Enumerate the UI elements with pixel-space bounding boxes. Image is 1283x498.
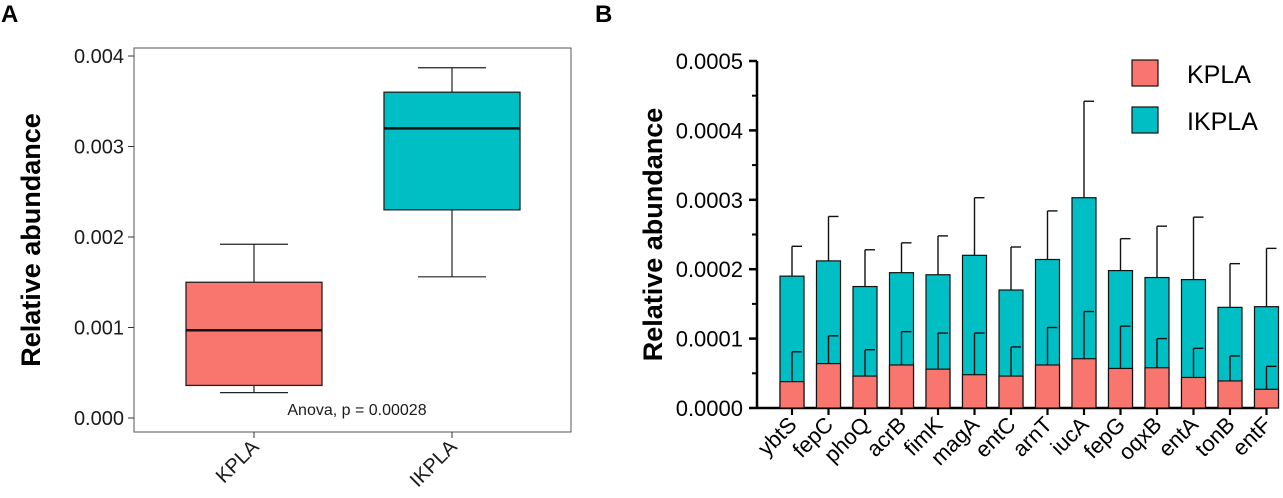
x-tick-label: tonB <box>1190 412 1240 462</box>
y-tick-label: 0.002 <box>74 227 124 249</box>
bar-kpla <box>1180 376 1207 409</box>
bar-group-fepG <box>1107 237 1134 409</box>
bar-group-oqxB <box>1144 225 1170 409</box>
y-tick-label: 0.001 <box>74 318 124 340</box>
y-axis-label: Relative abundance <box>638 108 668 362</box>
bar-group-magA <box>961 197 988 409</box>
y-tick-label: 0.0003 <box>676 188 743 213</box>
y-tick-label: 0.004 <box>74 46 124 68</box>
bar-kpla <box>852 375 878 409</box>
bar-kpla <box>998 375 1024 409</box>
x-tick-label: entF <box>1227 412 1276 461</box>
panel-b-stacked-bar-chart: 0.0000 0.0001 0.0002 0.0003 0.0004 0.0005 Rela… <box>638 49 1280 470</box>
box-ikpla <box>383 67 521 278</box>
bar-kpla <box>815 362 842 409</box>
bar-group-iucA <box>1071 100 1097 409</box>
bar-group-entF <box>1253 247 1280 409</box>
y-tick-label: 0.0002 <box>676 257 743 282</box>
panel-b-letter: B <box>595 1 612 28</box>
bar-kpla <box>1144 367 1170 409</box>
bar-kpla <box>1034 364 1061 409</box>
panel-a-letter: A <box>1 1 18 28</box>
bar-group-ybtS <box>779 245 805 409</box>
bar-kpla <box>925 368 951 409</box>
y-axis-label: Relative abundance <box>16 113 46 367</box>
legend-swatch-kpla <box>1131 59 1159 87</box>
bar-group-tonB <box>1217 262 1243 409</box>
x-tick-label: arnT <box>1007 412 1057 462</box>
y-tick-label: 0.0001 <box>676 327 743 352</box>
bar-group-fimK <box>925 235 951 409</box>
bar-group-entA <box>1180 216 1207 409</box>
box-kpla <box>185 243 323 394</box>
anova-annotation: Anova, p = 0.00028 <box>287 402 426 419</box>
bar-kpla <box>961 374 988 409</box>
bar-kpla <box>1107 367 1134 409</box>
box-iqr <box>185 281 323 387</box>
box-iqr <box>383 91 521 211</box>
x-tick-label: ybtS <box>753 412 802 461</box>
y-tick-label: 0.000 <box>74 408 124 430</box>
panel-a-boxplot: 0.000 0.001 0.002 0.003 0.004 Relative abunda… <box>16 46 572 492</box>
y-tick-label: 0.0000 <box>676 396 743 421</box>
bar-group-arnT <box>1034 210 1061 409</box>
x-tick-label: acrB <box>861 412 911 462</box>
bar-group-fepC <box>815 215 842 409</box>
legend-swatch-ikpla <box>1131 106 1159 134</box>
legend: KPLA IKPLA <box>1131 59 1258 136</box>
legend-label-kpla: KPLA <box>1187 61 1251 89</box>
bar-kpla <box>1217 380 1243 409</box>
bar-group-acrB <box>888 242 915 409</box>
bar-kpla <box>779 381 805 409</box>
y-tick-label: 0.0005 <box>676 49 743 74</box>
bar-kpla <box>1253 388 1280 409</box>
bar-group-entC <box>998 246 1024 409</box>
bar-group-phoQ <box>852 249 878 409</box>
x-tick-label: IKPLA <box>406 436 462 492</box>
bar-kpla <box>1071 358 1097 409</box>
legend-label-ikpla: IKPLA <box>1187 108 1258 136</box>
x-tick-label: KPLA <box>212 436 264 488</box>
y-tick-label: 0.003 <box>74 137 124 159</box>
y-tick-label: 0.0004 <box>676 118 743 143</box>
bar-kpla <box>888 364 915 409</box>
